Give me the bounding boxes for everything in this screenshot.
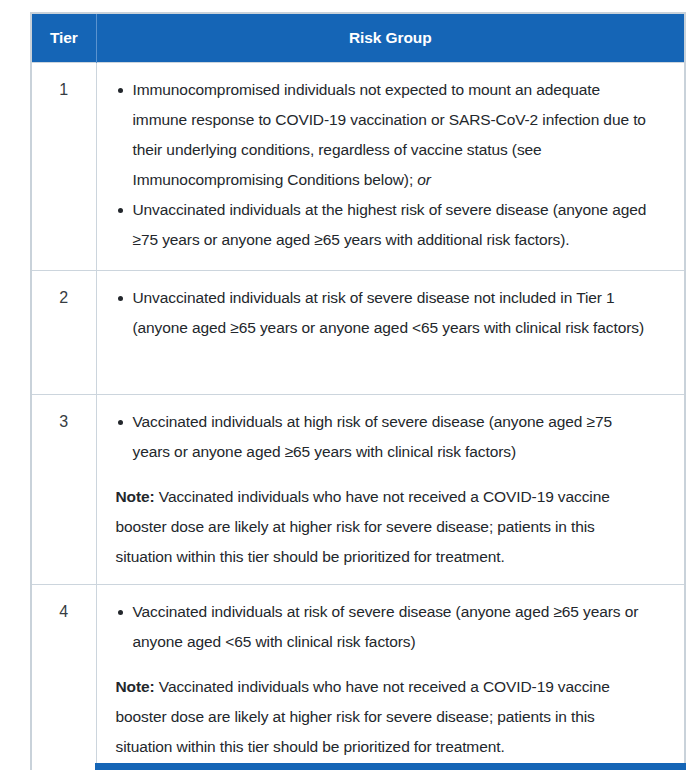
tier-column-header: Tier: [31, 13, 96, 63]
list-item: Vaccinated individuals at high risk of s…: [116, 407, 649, 467]
bullet-text: Unvaccinated individuals at risk of seve…: [133, 289, 645, 336]
list-item: Vaccinated individuals at risk of severe…: [116, 597, 649, 657]
risk-bullet-list: Vaccinated individuals at risk of severe…: [116, 597, 649, 657]
tier-number: 1: [31, 63, 96, 271]
risk-group-cell: Vaccinated individuals at high risk of s…: [96, 395, 685, 585]
risk-group-cell: Vaccinated individuals at risk of severe…: [96, 585, 685, 770]
note-paragraph: Note: Vaccinated individuals who have no…: [116, 482, 649, 572]
risk-bullet-list: Vaccinated individuals at high risk of s…: [116, 407, 649, 467]
bullet-text: Unvaccinated individuals at the highest …: [133, 201, 647, 248]
tier-risk-group-table: Tier Risk Group 1 Immunocompromised indi…: [30, 12, 686, 770]
risk-group-cell: Unvaccinated individuals at risk of seve…: [96, 271, 685, 395]
tier-number: 4: [31, 585, 96, 770]
tier-number: 2: [31, 271, 96, 395]
risk-group-cell: Immunocompromised individuals not expect…: [96, 63, 685, 271]
table-row: 2 Unvaccinated individuals at risk of se…: [31, 271, 685, 395]
tier-number: 3: [31, 395, 96, 585]
risk-bullet-list: Unvaccinated individuals at risk of seve…: [116, 283, 649, 343]
table-row: 3 Vaccinated individuals at high risk of…: [31, 395, 685, 585]
table-row: 1 Immunocompromised individuals not expe…: [31, 63, 685, 271]
note-text: Vaccinated individuals who have not rece…: [116, 678, 610, 755]
bullet-text: Vaccinated individuals at risk of severe…: [133, 603, 639, 650]
bullet-text-italic-or: or: [417, 171, 431, 188]
risk-bullet-list: Immunocompromised individuals not expect…: [116, 75, 649, 255]
bullet-icon: [118, 610, 123, 615]
bullet-icon: [118, 420, 123, 425]
table-row: 4 Vaccinated individuals at risk of seve…: [31, 585, 685, 770]
list-item: Unvaccinated individuals at risk of seve…: [116, 283, 649, 343]
note-label: Note:: [116, 488, 155, 505]
list-item: Unvaccinated individuals at the highest …: [116, 195, 649, 255]
note-label: Note:: [116, 678, 155, 695]
bullet-icon: [118, 88, 123, 93]
bullet-text: Immunocompromised individuals not expect…: [133, 81, 646, 188]
note-paragraph: Note: Vaccinated individuals who have no…: [116, 672, 649, 762]
note-text: Vaccinated individuals who have not rece…: [116, 488, 610, 565]
list-item: Immunocompromised individuals not expect…: [116, 75, 649, 195]
bullet-icon: [118, 296, 123, 301]
table-header-row: Tier Risk Group: [31, 13, 685, 63]
bullet-icon: [118, 208, 123, 213]
risk-group-column-header: Risk Group: [96, 13, 685, 63]
next-section-header-sliver: [95, 763, 686, 770]
bullet-text: Vaccinated individuals at high risk of s…: [133, 413, 612, 460]
